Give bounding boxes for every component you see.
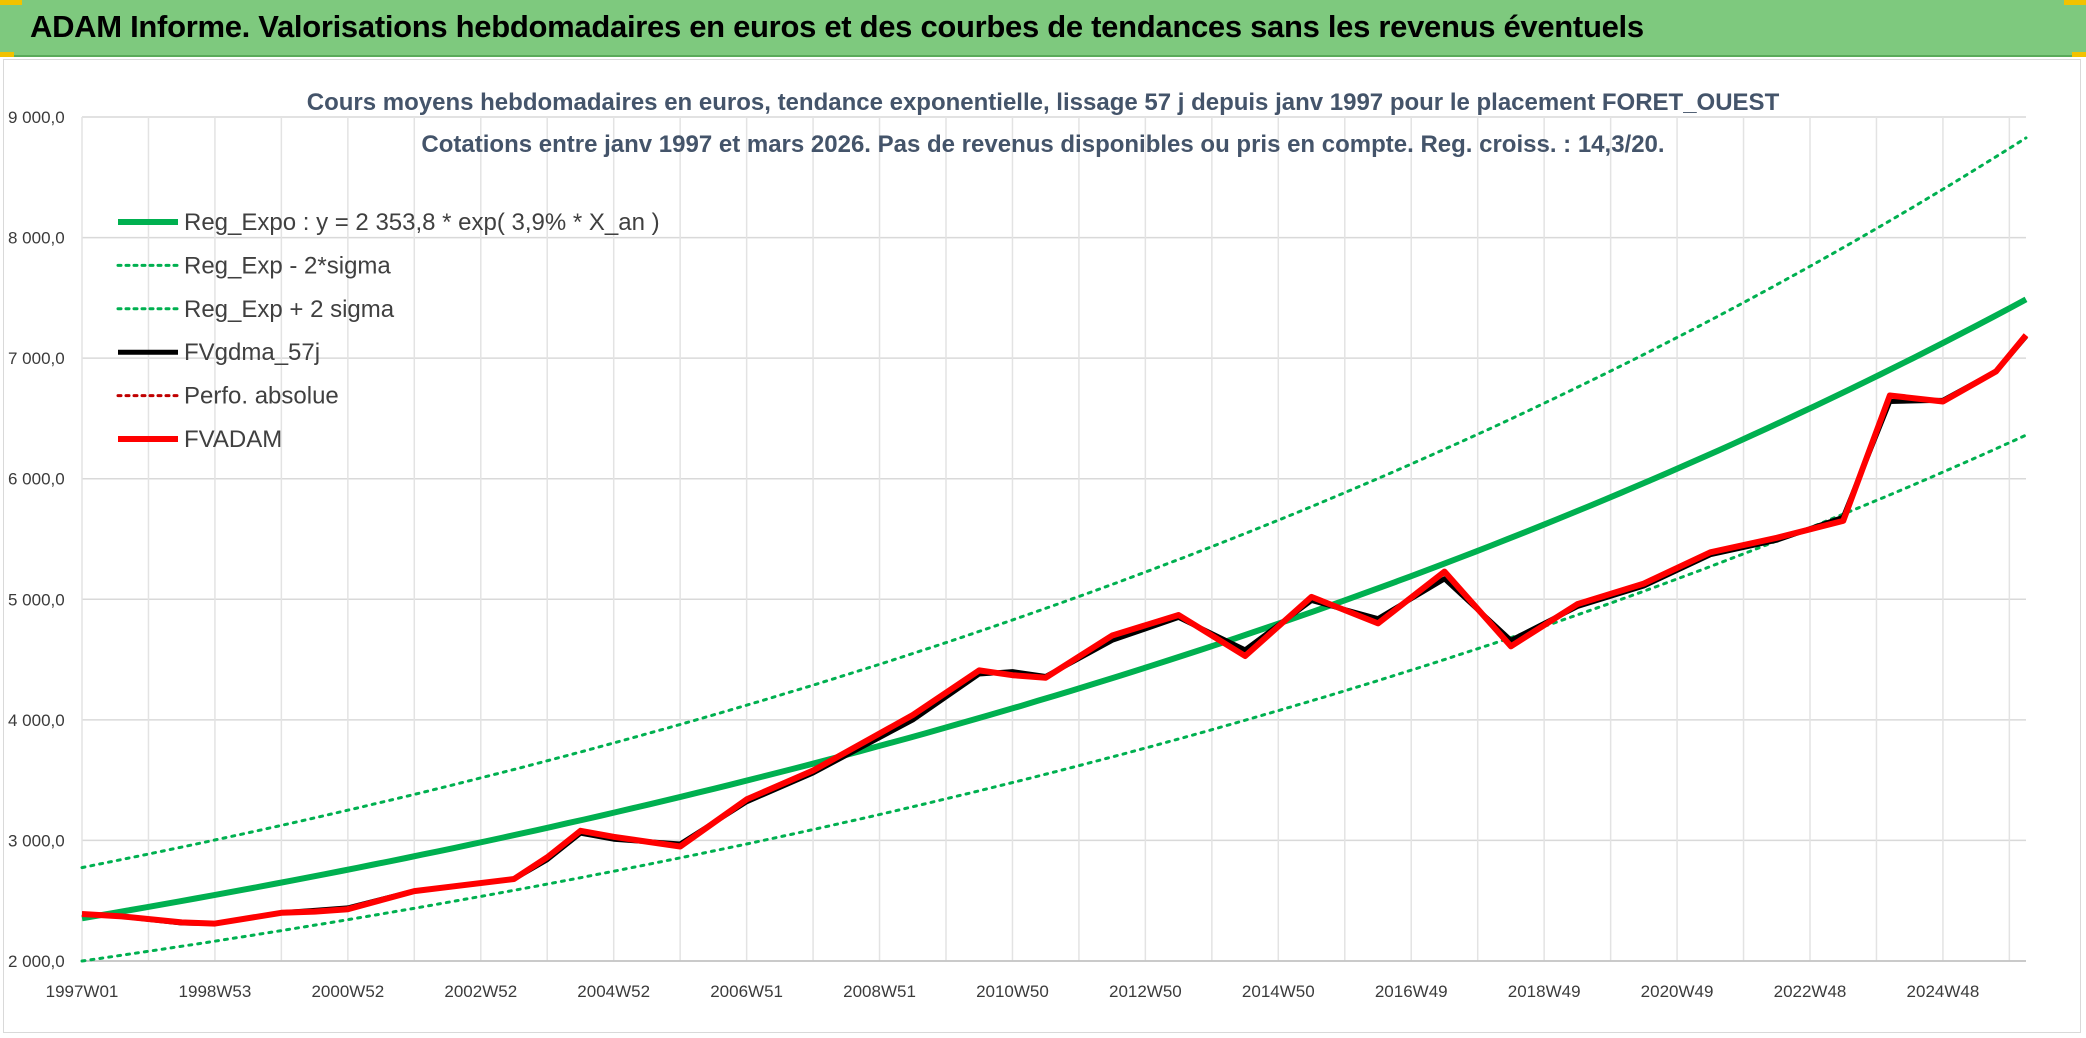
corner-marker-left [0, 52, 14, 57]
y-tick-label: 2 000,0 [8, 952, 65, 971]
x-tick-label: 2002W52 [444, 982, 517, 1001]
legend-label: FVgdma_57j [184, 339, 320, 366]
legend-label: Perfo. absolue [184, 383, 339, 410]
series-lines [80, 136, 2029, 963]
x-tick-label: 1998W53 [179, 982, 252, 1001]
x-tick-label: 2012W50 [1109, 982, 1182, 1001]
x-axis-ticks: 1997W01 1998W53 2000W52 2002W52 2004W52 2006W… [46, 982, 1980, 1001]
y-tick-label: 7 000,0 [8, 349, 65, 368]
report-title: ADAM Informe. Valorisations hebdomadaire… [30, 9, 1644, 44]
y-tick-label: 8 000,0 [8, 229, 65, 248]
y-tick-label: 9 000,0 [8, 108, 65, 127]
legend-label: Reg_Expo : y = 2 353,8 * exp( 3,9% * X_a… [184, 209, 660, 236]
corner-marker-right [2072, 52, 2086, 57]
series-line-5 [81, 333, 2029, 927]
y-axis-ticks: 2 000,0 3 000,0 4 000,0 5 000,0 6 000,0 7 000… [8, 108, 65, 971]
series-line-2 [80, 136, 2028, 870]
x-tick-label: 2018W49 [1508, 982, 1581, 1001]
x-tick-label: 2022W48 [1774, 982, 1847, 1001]
x-tick-label: 2014W50 [1242, 982, 1315, 1001]
y-tick-label: 4 000,0 [8, 711, 65, 730]
x-tick-label: 2016W49 [1375, 982, 1448, 1001]
series-line-0 [81, 296, 2028, 922]
chart-legend: Reg_Expo : y = 2 353,8 * exp( 3,9% * X_a… [116, 209, 660, 453]
legend-label: Reg_Exp - 2*sigma [184, 252, 391, 279]
y-tick-label: 3 000,0 [8, 831, 65, 850]
report-banner: ADAM Informe. Valorisations hebdomadaire… [0, 0, 2086, 57]
y-tick-label: 5 000,0 [8, 590, 65, 609]
x-tick-label: 2000W52 [311, 982, 384, 1001]
corner-marker-top-left [0, 0, 22, 5]
x-tick-label: 2020W49 [1641, 982, 1714, 1001]
x-tick-label: 1997W01 [46, 982, 119, 1001]
y-tick-label: 6 000,0 [8, 470, 65, 489]
x-tick-label: 2004W52 [577, 982, 650, 1001]
x-tick-label: 2010W50 [976, 982, 1049, 1001]
legend-label: Reg_Exp + 2 sigma [184, 296, 395, 323]
legend-label: FVADAM [184, 426, 282, 453]
corner-marker-top-right [2064, 0, 2086, 5]
series-line-1 [80, 433, 2028, 963]
chart-subtitle: Cotations entre janv 1997 et mars 2026. … [421, 131, 1664, 158]
x-tick-label: 2008W51 [843, 982, 916, 1001]
gridlines [81, 116, 2026, 962]
series-line-3 [81, 334, 2028, 927]
x-tick-label: 2024W48 [1907, 982, 1980, 1001]
chart-title: Cours moyens hebdomadaires en euros, ten… [307, 89, 1780, 116]
chart-frame [3, 59, 2081, 1033]
x-tick-label: 2006W51 [710, 982, 783, 1001]
